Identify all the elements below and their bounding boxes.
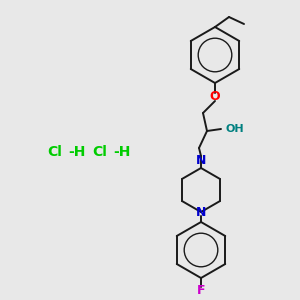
Text: -H: -H xyxy=(113,145,130,159)
Text: N: N xyxy=(196,154,206,166)
Text: O: O xyxy=(210,91,220,103)
Text: Cl: Cl xyxy=(93,145,107,159)
Text: -H: -H xyxy=(68,145,86,159)
Text: N: N xyxy=(196,206,206,218)
Text: Cl: Cl xyxy=(48,145,62,159)
Text: OH: OH xyxy=(225,124,244,134)
Text: F: F xyxy=(197,284,205,296)
